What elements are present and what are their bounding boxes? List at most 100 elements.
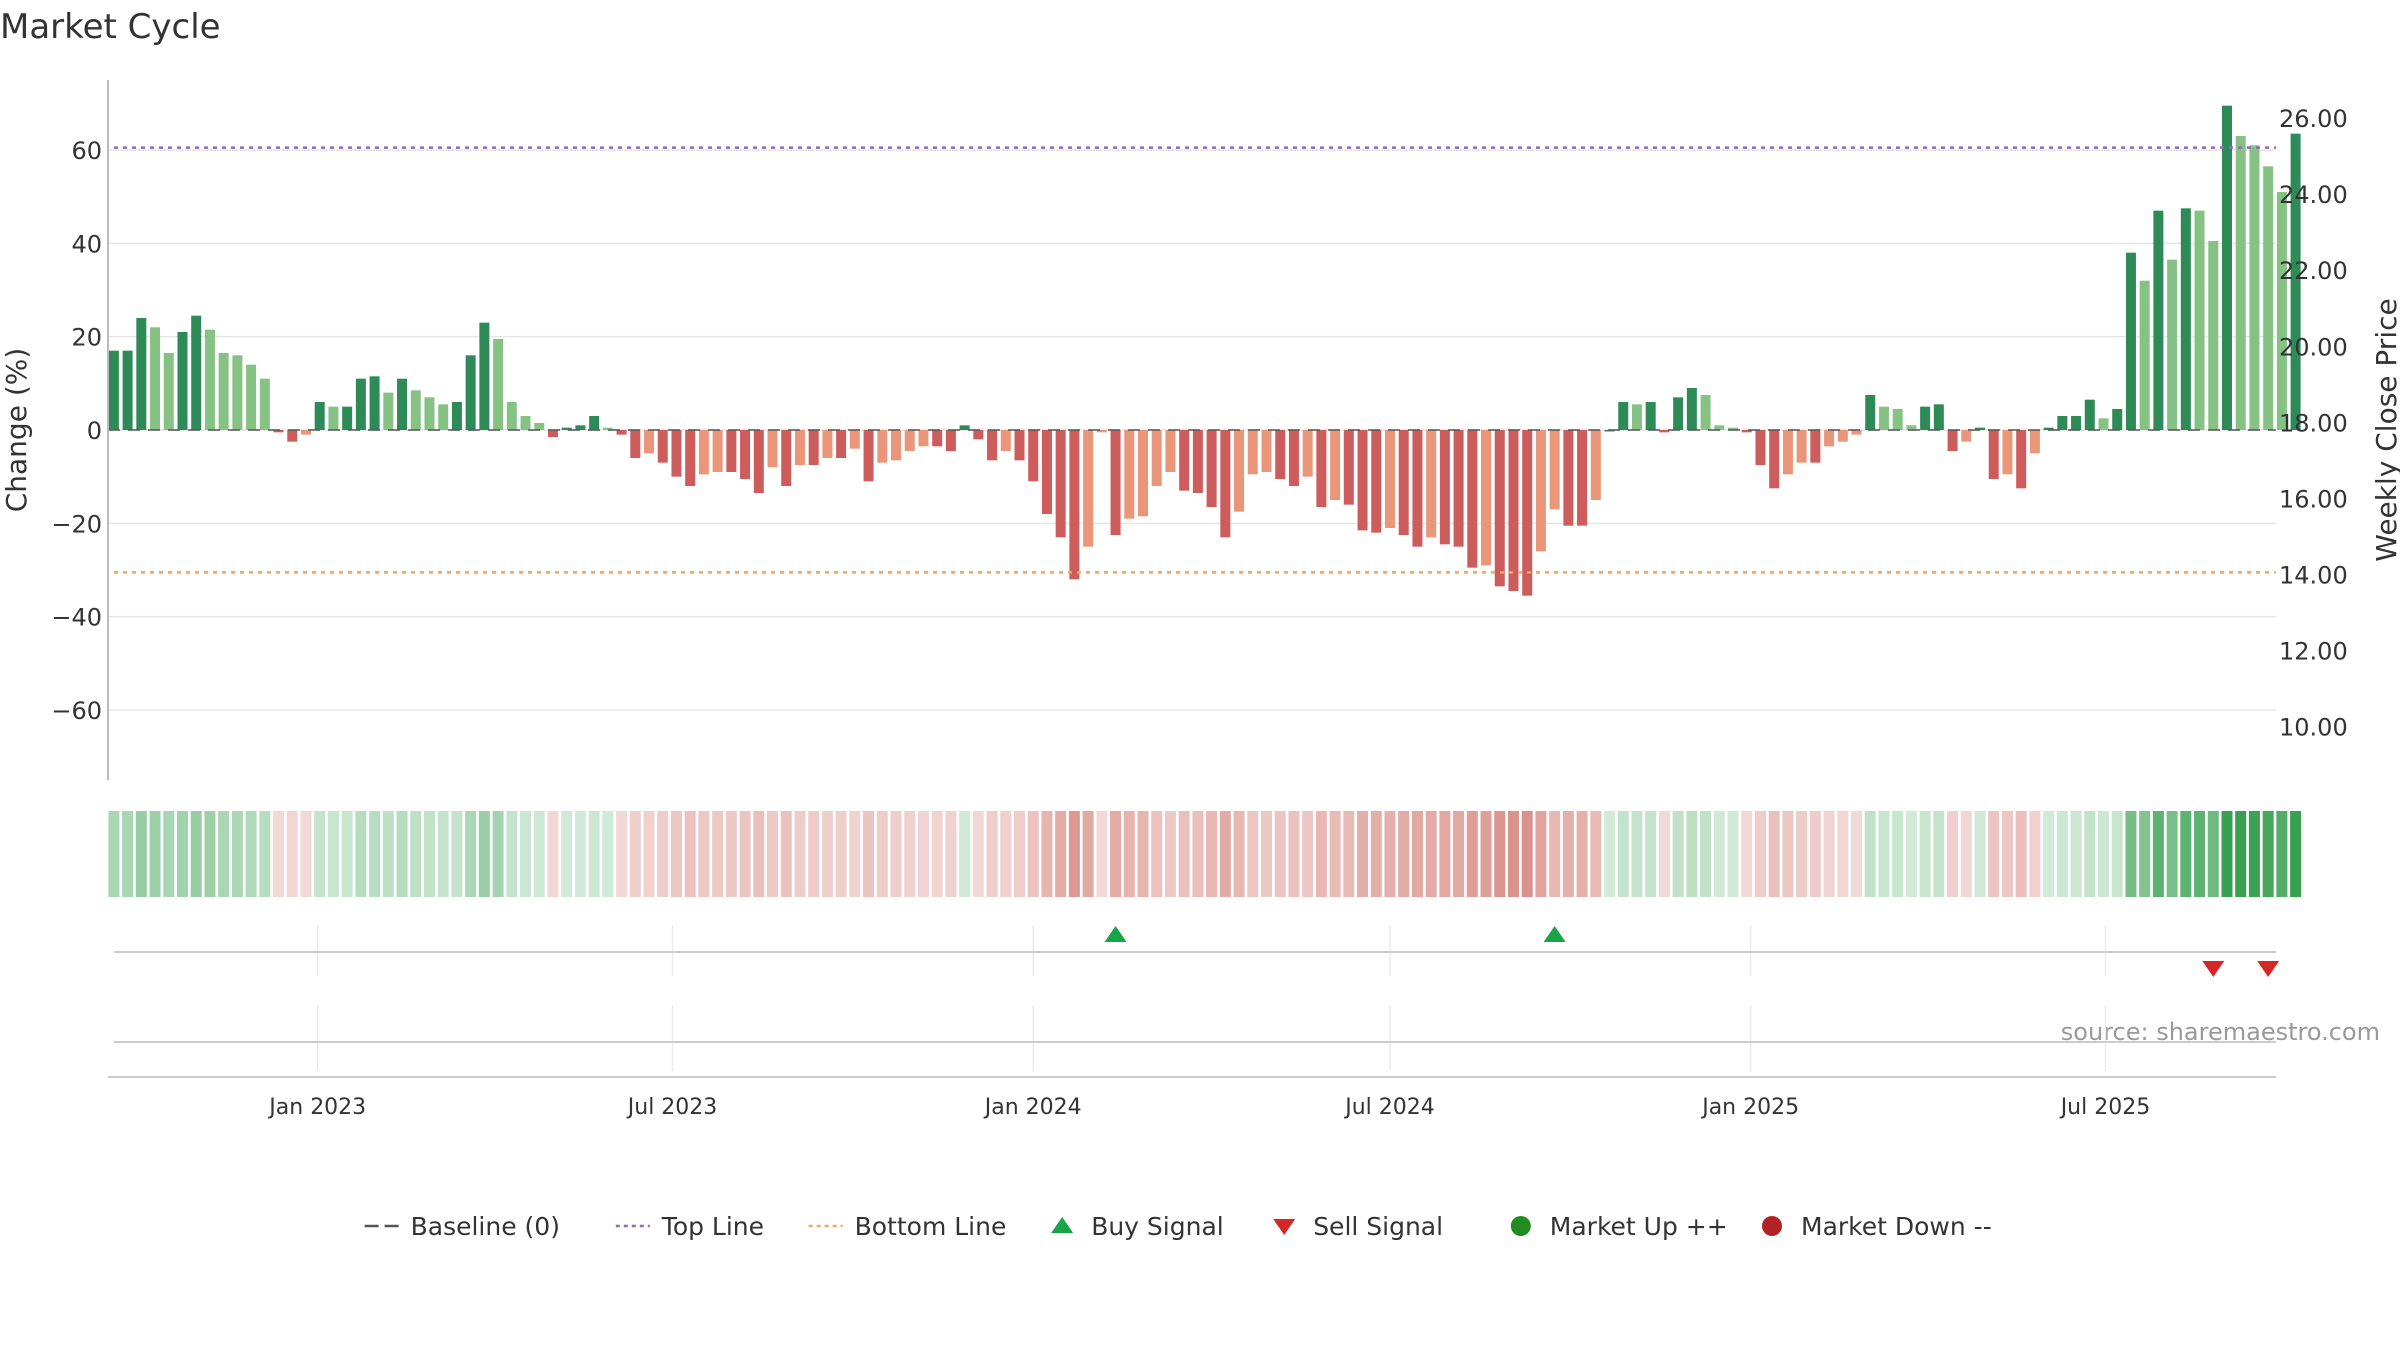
bar bbox=[424, 397, 435, 430]
bar bbox=[328, 406, 339, 430]
bar bbox=[808, 430, 819, 465]
heat-cell bbox=[1754, 811, 1766, 897]
bar bbox=[479, 322, 490, 430]
heat-cell bbox=[218, 811, 230, 897]
heat-cell bbox=[2015, 811, 2027, 897]
heat-cell bbox=[204, 811, 216, 897]
bar bbox=[973, 430, 984, 440]
bar bbox=[1714, 425, 1725, 430]
axis-layer: 60 40 20 0 −20 −40 −60 26.00 24.00 22.00 20.00 18.0… bbox=[51, 80, 2348, 1120]
heat-cell bbox=[1384, 811, 1396, 897]
heat-cell bbox=[2139, 811, 2151, 897]
bar bbox=[1535, 430, 1546, 552]
heat-cell bbox=[1645, 811, 1657, 897]
heat-cell bbox=[149, 811, 161, 897]
bar bbox=[1275, 430, 1286, 479]
heat-cell bbox=[821, 811, 833, 897]
bar bbox=[2071, 416, 2082, 430]
bar bbox=[1247, 430, 1258, 475]
bar bbox=[2249, 145, 2260, 431]
heat-cell bbox=[245, 811, 257, 897]
bar bbox=[2016, 430, 2027, 489]
heat-cell bbox=[2056, 811, 2068, 897]
heat-cell bbox=[1590, 811, 1602, 897]
heat-cell bbox=[327, 811, 339, 897]
heat-cell bbox=[1178, 811, 1190, 897]
heat-cell bbox=[2235, 811, 2247, 897]
bar bbox=[397, 378, 408, 430]
bar bbox=[1481, 430, 1492, 566]
bar bbox=[410, 390, 421, 430]
bar bbox=[932, 430, 943, 447]
heat-cell bbox=[1055, 811, 1067, 897]
heat-cell bbox=[1137, 811, 1149, 897]
heat-cell bbox=[190, 811, 202, 897]
heat-cell bbox=[629, 811, 641, 897]
heat-cell bbox=[1411, 811, 1423, 897]
bar bbox=[300, 430, 311, 435]
bar bbox=[863, 430, 874, 482]
heat-cell bbox=[1686, 811, 1698, 897]
heat-cell bbox=[314, 811, 326, 897]
heat-cell bbox=[835, 811, 847, 897]
heat-cell bbox=[1329, 811, 1341, 897]
heat-cell bbox=[1974, 811, 1986, 897]
bar bbox=[1645, 402, 1656, 430]
heat-cell bbox=[616, 811, 628, 897]
heat-cell bbox=[725, 811, 737, 897]
y2-tick-label: 16.00 bbox=[2279, 485, 2348, 513]
heat-cell bbox=[1398, 811, 1410, 897]
bar bbox=[191, 315, 202, 430]
bar bbox=[1920, 406, 1931, 430]
y2-tick-label: 26.00 bbox=[2279, 105, 2348, 133]
heat-cell bbox=[1549, 811, 1561, 897]
bar bbox=[959, 425, 970, 430]
heat-cell bbox=[1727, 811, 1739, 897]
heat-cell bbox=[1164, 811, 1176, 897]
bar bbox=[1357, 430, 1368, 531]
bar bbox=[877, 430, 888, 463]
bar bbox=[1837, 430, 1848, 442]
heat-cell bbox=[520, 811, 532, 897]
bar bbox=[2125, 252, 2136, 430]
y2-axis-label: Weekly Close Price bbox=[2370, 298, 2400, 561]
bar bbox=[2194, 210, 2205, 430]
bar bbox=[1892, 409, 1903, 430]
heat-cell bbox=[1192, 811, 1204, 897]
heat-cell bbox=[1480, 811, 1492, 897]
y2-tick-label: 10.00 bbox=[2279, 714, 2348, 742]
heat-cell bbox=[1947, 811, 1959, 897]
y-axis-label: Change (%) bbox=[0, 348, 33, 513]
heat-cell bbox=[355, 811, 367, 897]
y2-tick-label: 12.00 bbox=[2279, 638, 2348, 666]
legend-label: Baseline (0) bbox=[411, 1212, 560, 1241]
heat-cell bbox=[931, 811, 943, 897]
heat-cell bbox=[2262, 811, 2274, 897]
bar bbox=[1055, 430, 1066, 538]
bar bbox=[781, 430, 792, 486]
heat-cell bbox=[231, 811, 243, 897]
bar bbox=[355, 378, 366, 430]
bar bbox=[2167, 259, 2178, 430]
legend: Baseline (0) Top Line Bottom Line Buy Signa… bbox=[364, 1212, 1992, 1241]
x-tick-label: Jul 2023 bbox=[626, 1095, 718, 1120]
legend-item: Baseline (0) bbox=[364, 1212, 560, 1241]
y-tick-label: 0 bbox=[87, 417, 102, 445]
heat-cell bbox=[1027, 811, 1039, 897]
bar bbox=[644, 430, 655, 454]
heat-cell bbox=[794, 811, 806, 897]
heat-cell bbox=[561, 811, 573, 897]
heat-cell bbox=[108, 811, 120, 897]
bar bbox=[1810, 430, 1821, 463]
heat-cell bbox=[1288, 811, 1300, 897]
heat-cell bbox=[465, 811, 477, 897]
y-tick-label: 20 bbox=[71, 324, 102, 352]
bar bbox=[534, 423, 545, 430]
bar bbox=[1384, 430, 1395, 528]
bar bbox=[2263, 166, 2274, 431]
bar bbox=[1796, 430, 1807, 463]
bar bbox=[1412, 430, 1423, 547]
heat-cell bbox=[1425, 811, 1437, 897]
heat-cell bbox=[451, 811, 463, 897]
heat-cell bbox=[176, 811, 188, 897]
